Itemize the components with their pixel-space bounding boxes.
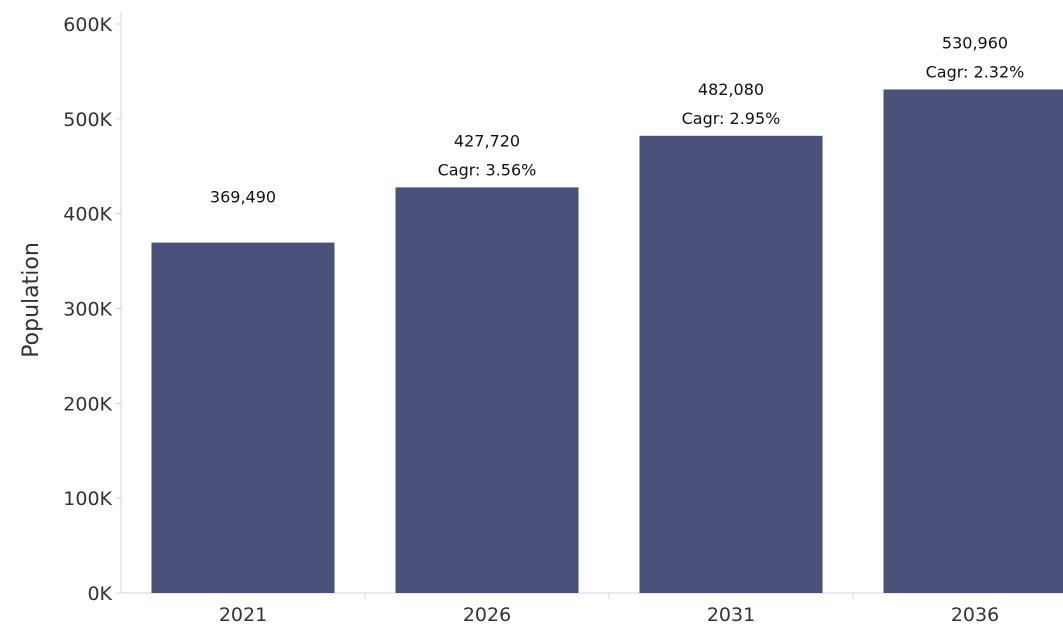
x-tick-label-2031: 2031 <box>707 604 755 626</box>
x-tick-label-2021: 2021 <box>219 604 267 626</box>
value-label-2026: 427,720 <box>454 131 520 150</box>
y-tick-label: 100K <box>63 488 112 510</box>
cagr-label-2031: Cagr: 2.95% <box>682 109 781 128</box>
y-tick-label: 500K <box>63 109 112 131</box>
y-tick-label: 300K <box>63 299 112 321</box>
cagr-label-2036: Cagr: 2.32% <box>926 62 1025 81</box>
value-label-2021: 369,490 <box>210 188 276 207</box>
cagr-label-2026: Cagr: 3.56% <box>438 160 537 179</box>
y-axis: 0K 100K 200K 300K 400K 500K 600K <box>63 12 122 605</box>
bar-2036 <box>883 89 1063 593</box>
value-label-2031: 482,080 <box>698 80 764 99</box>
value-label-2036: 530,960 <box>942 33 1008 52</box>
y-tick-label: 0K <box>87 583 112 605</box>
y-tick-label: 200K <box>63 393 112 415</box>
x-axis: 2021 2026 2031 2036 <box>121 592 1063 626</box>
x-tick-label-2036: 2036 <box>951 604 999 626</box>
bar-2021 <box>151 242 335 593</box>
y-tick-label: 600K <box>63 14 112 36</box>
y-tick-label: 400K <box>63 204 112 226</box>
bar-2031 <box>639 135 823 594</box>
data-labels: 369,490 427,720 Cagr: 3.56% 482,080 Cagr: 2.… <box>210 33 1024 206</box>
bars <box>151 89 1063 594</box>
bar-2026 <box>395 187 579 594</box>
y-axis-title: Population <box>19 242 44 358</box>
x-tick-label-2026: 2026 <box>463 604 511 626</box>
